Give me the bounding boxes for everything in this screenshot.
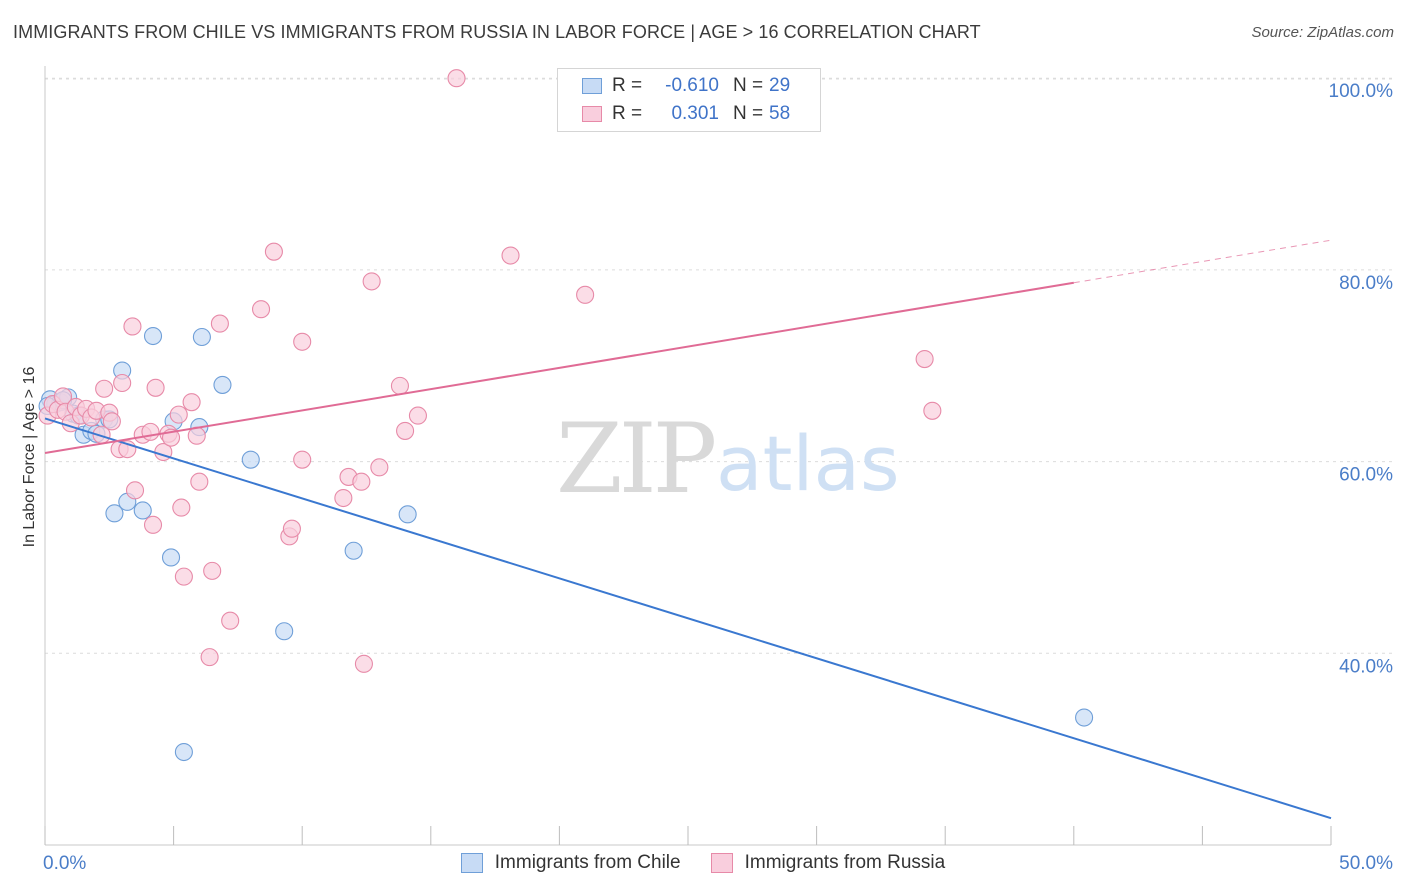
legend-row-chile: R = -0.610 N = 29: [582, 73, 790, 99]
legend-item-russia: Immigrants from Russia: [710, 852, 946, 874]
russia-point: [143, 515, 163, 534]
n-value: 29: [769, 75, 791, 96]
watermark-atlas: atlas: [716, 419, 900, 508]
trend-lines: [44, 239, 1332, 820]
r-value: -0.610: [665, 75, 719, 96]
russia-legend-label: Immigrants from Russia: [744, 852, 946, 873]
chile-point: [241, 450, 260, 469]
source-credit: Source: ZipAtlas.com: [1251, 24, 1394, 41]
russia-point: [923, 401, 942, 420]
legend-item-chile: Immigrants from Chile: [460, 852, 681, 874]
chile-point: [143, 326, 163, 346]
legend-row-russia: R = 0.301 N = 58: [582, 101, 790, 127]
y-tick-label: 40.0%: [1339, 656, 1393, 677]
russia-point: [210, 314, 229, 333]
russia-point: [146, 378, 165, 397]
chile-point: [275, 622, 294, 641]
russia-point: [293, 450, 312, 469]
watermark: ZIP atlas: [556, 403, 900, 515]
series-legend: Immigrants from Chile Immigrants from Ru…: [0, 852, 1406, 874]
russia-point: [169, 405, 188, 424]
russia-point: [447, 69, 466, 88]
russia-point: [251, 300, 271, 319]
russia-point: [113, 373, 132, 393]
chile-legend-label: Immigrants from Chile: [494, 852, 681, 873]
chile-point: [213, 375, 232, 394]
chile-point: [192, 327, 211, 347]
russia-point: [123, 317, 142, 336]
y-tick-label: 80.0%: [1339, 273, 1393, 294]
data-points: [38, 69, 1094, 762]
y-tick-label: 60.0%: [1339, 465, 1393, 486]
russia-point: [354, 654, 373, 673]
chile-trend-line: [44, 417, 1332, 820]
russia-point: [501, 246, 520, 265]
russia-point: [362, 272, 381, 291]
chile-point: [344, 541, 363, 560]
chile-point: [174, 742, 193, 762]
russia-point: [190, 472, 209, 491]
chile-point: [398, 505, 417, 524]
watermark-zip: ZIP: [556, 403, 715, 515]
russia-point: [172, 498, 191, 517]
chart-title: IMMIGRANTS FROM CHILE VS IMMIGRANTS FROM…: [13, 22, 981, 42]
chile-point: [133, 501, 152, 520]
axes: [44, 66, 1332, 846]
russia-point: [293, 332, 312, 351]
chile-legend-swatch: [460, 853, 483, 873]
russia-point: [141, 422, 160, 441]
n-value: 58: [769, 103, 791, 124]
russia-point: [352, 472, 371, 491]
r-label: R =: [612, 103, 643, 124]
r-label: R =: [612, 75, 643, 96]
russia-trend-extension: [1073, 239, 1332, 284]
russia-point: [390, 376, 409, 395]
russia-point: [203, 561, 222, 580]
chile-point: [1075, 708, 1094, 727]
russia-point: [102, 412, 121, 431]
russia-point: [182, 393, 201, 412]
y-tick-label: 100.0%: [1329, 81, 1394, 102]
correlation-legend: R = -0.610 N = 29 R = 0.301 N = 58: [557, 68, 821, 132]
gridlines: [45, 77, 1392, 654]
russia-point: [174, 567, 193, 586]
x-tick-label-max: 50.0%: [1339, 853, 1393, 874]
x-tick-label-min: 0.0%: [43, 853, 86, 874]
n-label: N =: [733, 75, 764, 96]
tick-labels: 40.0% 60.0% 80.0% 100.0% 0.0% 50.0%: [43, 81, 1393, 874]
r-value: 0.301: [671, 103, 719, 124]
russia-legend-swatch: [710, 853, 733, 873]
russia-point: [915, 349, 934, 369]
russia-point: [370, 458, 389, 477]
chile-swatch: [582, 78, 602, 94]
russia-point: [264, 242, 283, 261]
chile-point: [105, 504, 124, 523]
russia-point: [200, 648, 219, 667]
y-axis-label: In Labor Force | Age > 16: [21, 367, 38, 548]
russia-point: [221, 611, 240, 630]
russia-swatch: [582, 106, 602, 122]
russia-point: [282, 519, 301, 538]
russia-point: [576, 285, 595, 304]
n-label: N =: [733, 103, 764, 124]
chile-point: [161, 548, 181, 567]
russia-trend-line: [44, 281, 1074, 454]
russia-point: [408, 406, 427, 425]
russia-point: [125, 481, 145, 500]
russia-point: [396, 421, 415, 440]
russia-point: [95, 379, 114, 398]
russia-point: [334, 488, 353, 508]
